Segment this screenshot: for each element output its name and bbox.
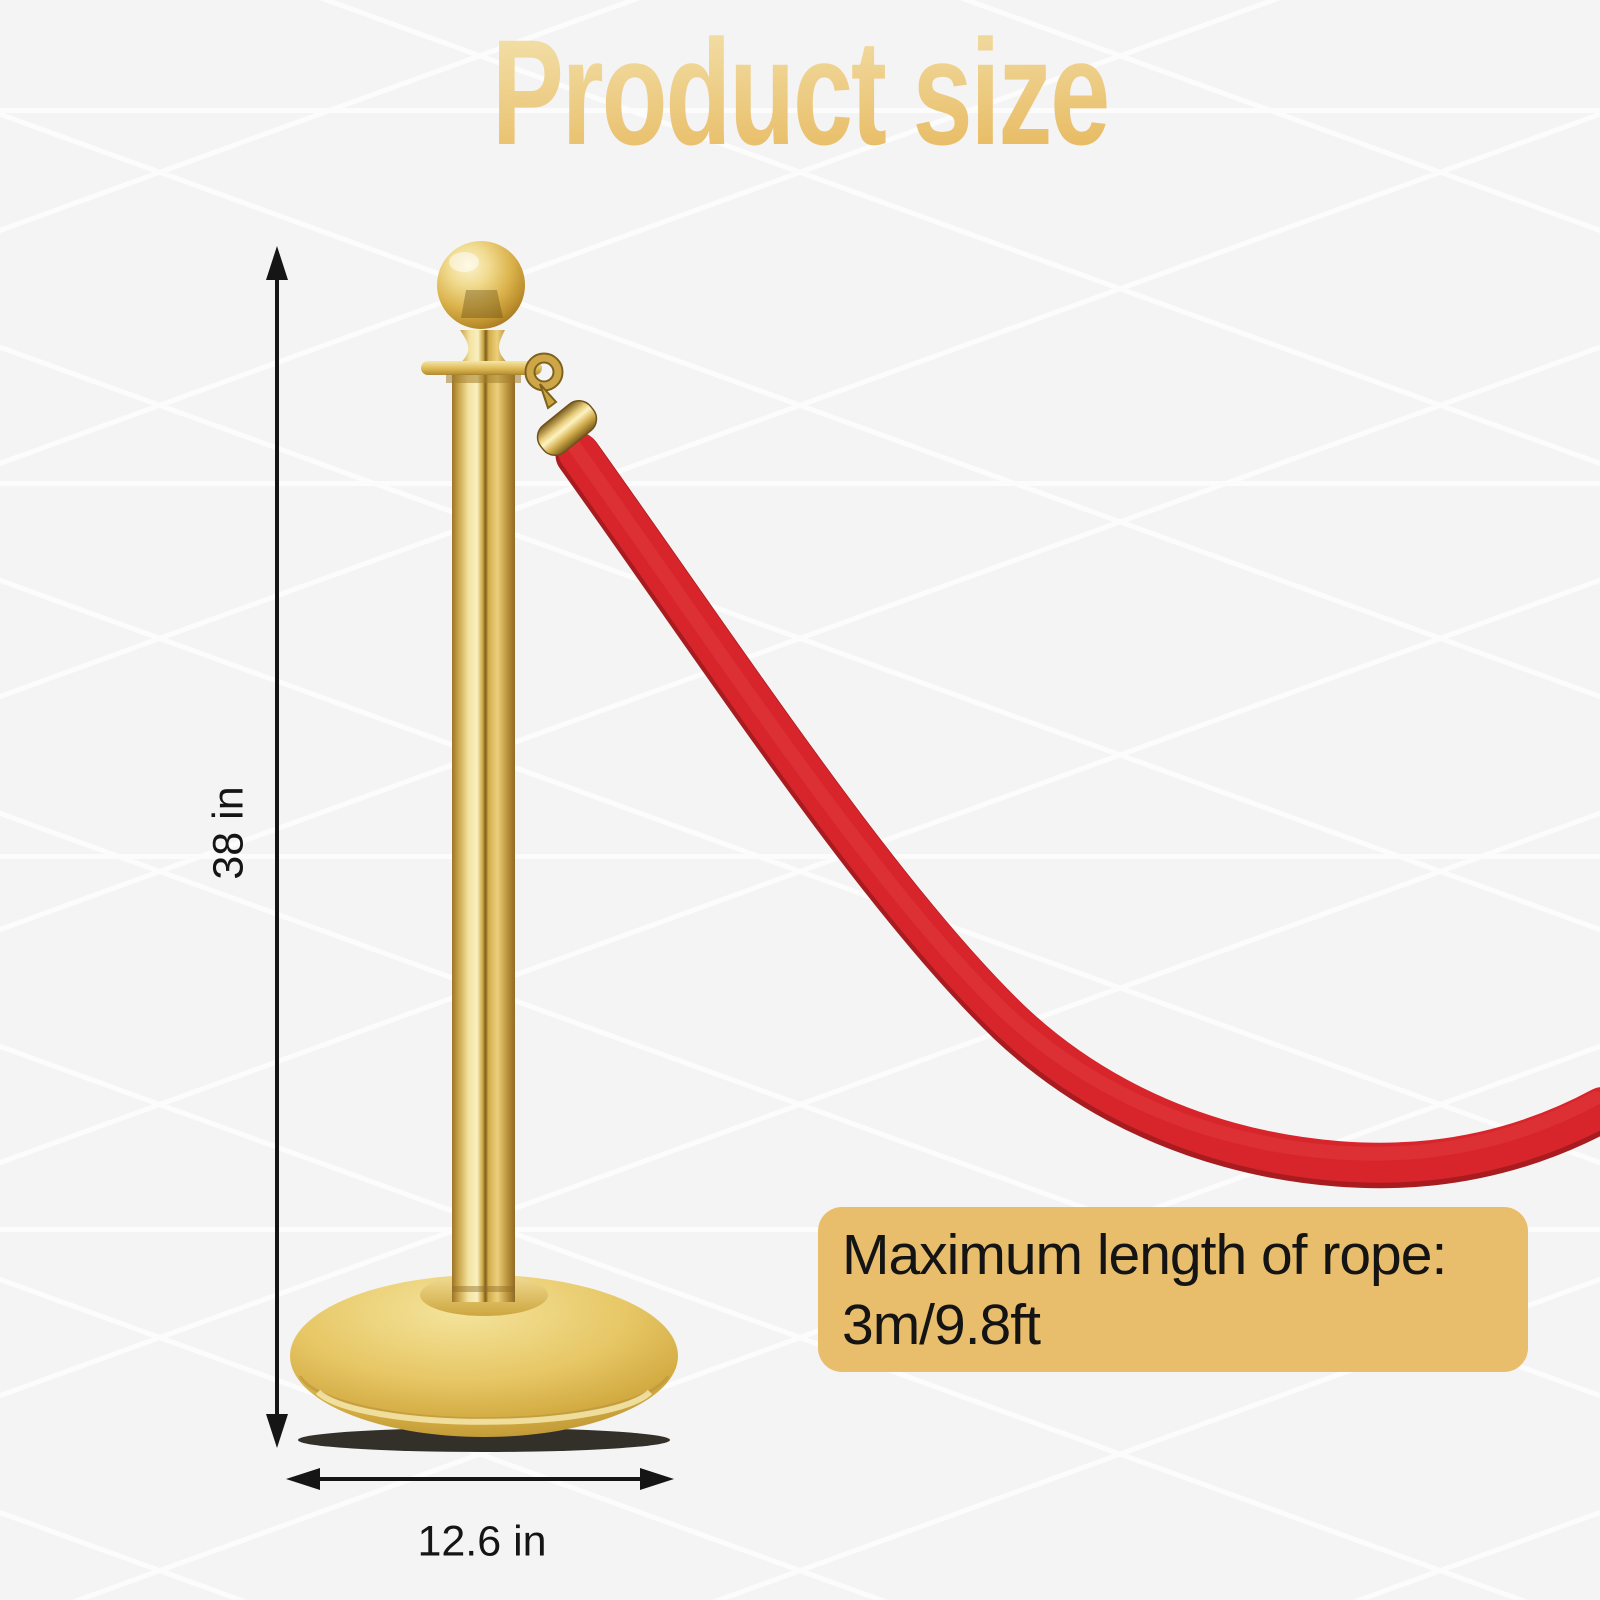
width-dimension-arrow [286,1468,674,1490]
base-dome [290,1275,678,1437]
post-shaft-joint [452,1286,515,1292]
post-ball-reflection [461,290,503,318]
red-velvet-rope [555,432,1600,1189]
height-dimension-arrow [266,246,288,1448]
rope-length-info-box: Maximum length of rope: 3m/9.8ft [818,1207,1528,1372]
rope-hook-clip [524,352,564,410]
rope-length-info-line1: Maximum length of rope: [842,1223,1447,1287]
rope-end-ferrule [536,399,598,457]
base-rubber-ring [298,1428,670,1452]
page-title: Product size [0,6,1600,179]
post-collar-shadow [446,374,521,383]
stanchion-base [290,1274,678,1452]
base-rim-highlight [315,1389,653,1425]
stanchion-post [421,241,542,1302]
post-ball-highlight [449,252,479,272]
rope-length-info-line2: 3m/9.8ft [842,1293,1041,1357]
post-collar-disc [421,361,542,375]
height-dimension-label: 38 in [204,786,253,880]
page-title-text: Product size [492,6,1110,179]
post-shaft [452,374,515,1302]
width-dimension-label: 12.6 in [417,1517,547,1566]
post-neck [454,330,514,370]
